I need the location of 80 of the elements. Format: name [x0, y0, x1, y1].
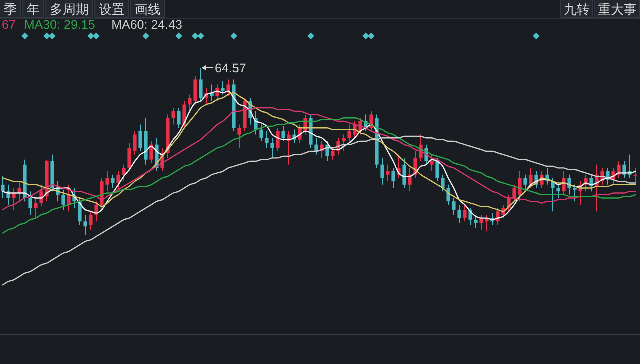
candlestick	[402, 158, 406, 189]
text: 九转	[564, 2, 590, 17]
text: 年	[27, 2, 40, 17]
text: 设置	[99, 2, 125, 17]
candlestick	[342, 134, 346, 152]
candlestick	[573, 184, 577, 202]
candlestick	[590, 174, 594, 192]
candlestick	[452, 198, 456, 216]
text: ◆	[22, 32, 29, 42]
text: ◆	[44, 32, 51, 42]
candlestick	[18, 181, 22, 202]
candlestick	[150, 140, 154, 164]
candlestick	[172, 108, 176, 126]
candlestick	[436, 158, 440, 182]
candlestick	[1, 176, 5, 199]
candlestick	[177, 108, 181, 129]
candlestick	[216, 84, 220, 102]
text: ◆	[230, 32, 238, 42]
candlestick	[12, 188, 16, 210]
text: ◆	[49, 32, 56, 42]
text: ◆	[368, 32, 376, 42]
candlestick	[260, 124, 264, 142]
candlestick	[568, 174, 572, 196]
candlestick	[524, 174, 528, 192]
candlestick	[265, 130, 269, 149]
candlestick	[331, 148, 335, 160]
candlestick	[67, 184, 71, 212]
candlestick	[446, 184, 450, 206]
text: MA60: 24.43	[112, 18, 183, 32]
text: 重大事	[598, 2, 637, 17]
text: ◆	[192, 32, 200, 42]
candlestick	[430, 154, 434, 172]
candlestick	[458, 204, 462, 224]
candlestick	[34, 198, 38, 219]
text: 季	[4, 2, 17, 17]
candlestick	[562, 171, 566, 196]
text: ◆	[308, 32, 315, 42]
candlestick	[94, 201, 98, 222]
candlestick	[62, 189, 66, 210]
candlestick	[326, 140, 330, 162]
text: ◆	[198, 32, 205, 42]
candlestick	[182, 100, 186, 129]
candlestick	[529, 168, 533, 189]
text: 67	[2, 18, 16, 32]
candlestick	[551, 178, 555, 212]
candlestick	[28, 191, 32, 216]
candlestick	[386, 164, 390, 182]
text: ◆	[362, 32, 370, 42]
candlestick	[270, 138, 274, 159]
candlestick	[556, 184, 560, 199]
candlestick	[634, 168, 638, 186]
candlestick	[380, 158, 384, 186]
candlestick	[221, 80, 225, 96]
annotation: 64.57	[215, 62, 246, 76]
candlestick	[89, 211, 93, 230]
candlestick	[282, 126, 286, 142]
candlestick	[474, 214, 478, 229]
candlestick	[238, 124, 242, 149]
candlestick	[276, 128, 280, 152]
text: MA30: 29.15	[24, 18, 96, 32]
text: ◆	[176, 32, 183, 42]
candlestick	[370, 110, 374, 132]
candlestick	[314, 138, 318, 156]
candlestick	[84, 214, 88, 236]
candlestick	[441, 174, 445, 192]
candlestick	[463, 204, 467, 222]
candlestick	[210, 84, 214, 102]
text: 多周期	[50, 2, 89, 17]
text: ◆	[88, 32, 95, 42]
text: ◆	[533, 32, 540, 42]
candlestick	[226, 79, 230, 97]
candlestick	[111, 174, 115, 189]
candlestick	[392, 168, 396, 189]
candlestick	[199, 68, 203, 102]
text: ◆	[93, 32, 100, 42]
candlestick	[408, 168, 412, 192]
candlestick	[122, 164, 126, 182]
candlestick	[116, 171, 120, 190]
text: ◆	[142, 32, 150, 42]
text: 画线	[135, 2, 161, 17]
